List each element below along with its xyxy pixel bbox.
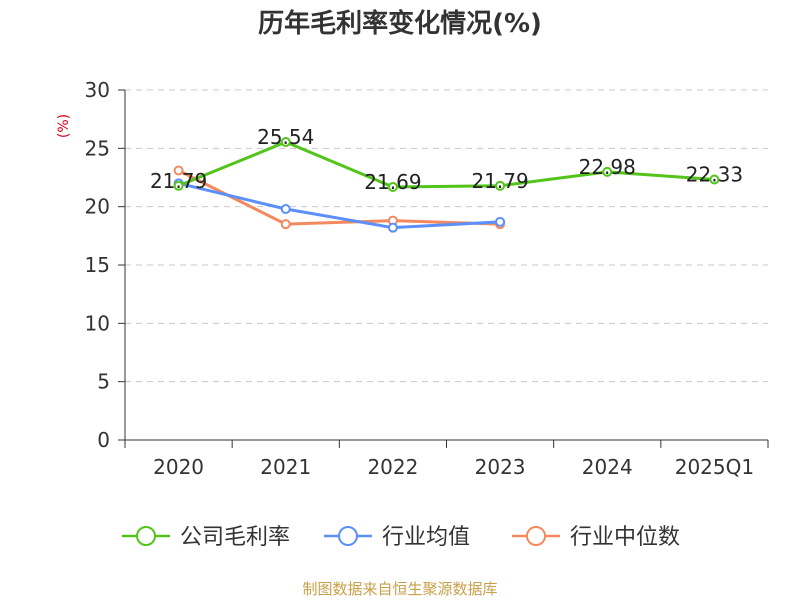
- y-tick-label: 10: [85, 311, 110, 335]
- x-tick-label: 2022: [367, 455, 418, 479]
- y-tick-label: 0: [97, 428, 110, 452]
- legend-item[interactable]: 行业均值: [324, 525, 470, 550]
- series-line: [178, 140, 715, 189]
- x-tick-label: 2023: [475, 455, 526, 479]
- x-tick-label: 2024: [582, 455, 633, 479]
- data-point: [280, 204, 291, 214]
- y-axis-unit: (%): [56, 114, 72, 138]
- data-label: 21.79: [471, 169, 528, 193]
- x-tick-label: 2021: [260, 455, 311, 479]
- data-label: 22.33: [686, 162, 743, 186]
- data-label: 22.98: [579, 155, 636, 179]
- y-tick-label: 25: [85, 136, 110, 160]
- legend-marker: [136, 526, 156, 546]
- chart-title: 历年毛利率变化情况(%): [258, 8, 542, 39]
- axes: 0 5 10 15 20 25 30 2020 2021 2022 2023 2024 2025Q1: [85, 78, 769, 479]
- series-lines: [173, 137, 720, 233]
- data-point: [495, 180, 506, 191]
- data-point: [280, 219, 291, 230]
- data-point: [602, 166, 613, 177]
- data-label: 21.69: [364, 170, 421, 194]
- legend-marker: [338, 526, 358, 546]
- legend[interactable]: 公司毛利率 行业均值 行业中位数: [122, 525, 680, 550]
- legend-marker: [526, 526, 546, 546]
- x-tick-label: 2025Q1: [675, 455, 754, 479]
- data-point: [280, 137, 291, 148]
- data-label: 21.79: [150, 169, 207, 193]
- legend-label: 行业中位数: [570, 525, 680, 550]
- x-tick-label: 2020: [153, 455, 204, 479]
- y-tick-label: 20: [85, 195, 110, 219]
- data-point: [387, 222, 398, 233]
- y-tick-label: 30: [85, 78, 110, 102]
- legend-label: 行业均值: [382, 525, 470, 550]
- data-point: [173, 180, 184, 191]
- legend-item[interactable]: 公司毛利率: [122, 525, 290, 550]
- data-point: [709, 174, 720, 185]
- data-point: [495, 216, 506, 227]
- data-label: 25.54: [257, 125, 314, 149]
- y-tick-label: 15: [85, 253, 110, 277]
- series-line: [178, 181, 501, 230]
- series-line: [177, 169, 501, 226]
- data-labels: 21.79 25.54 21.69 21.79 22.98 22.33: [150, 125, 743, 194]
- data-point: [387, 181, 398, 192]
- data-point: [173, 165, 184, 176]
- source-note: 制图数据来自恒生聚源数据库: [302, 580, 497, 598]
- y-tick-label: 5: [97, 370, 110, 394]
- legend-item[interactable]: 行业中位数: [512, 525, 680, 550]
- grid-lines: [125, 89, 768, 383]
- legend-label: 公司毛利率: [180, 525, 290, 550]
